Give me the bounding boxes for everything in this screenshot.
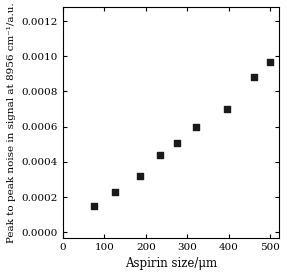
Point <box>137 174 142 178</box>
Point <box>112 190 117 194</box>
Point <box>92 204 96 208</box>
Point <box>174 140 179 145</box>
Point <box>193 124 198 129</box>
Y-axis label: Peak to peak noise in signal at 8956 cm⁻¹/a.u.: Peak to peak noise in signal at 8956 cm⁻… <box>7 2 16 243</box>
Point <box>268 59 273 64</box>
X-axis label: Aspirin size/μm: Aspirin size/μm <box>125 257 217 270</box>
Point <box>224 107 229 111</box>
Point <box>251 75 256 79</box>
Point <box>158 153 163 157</box>
